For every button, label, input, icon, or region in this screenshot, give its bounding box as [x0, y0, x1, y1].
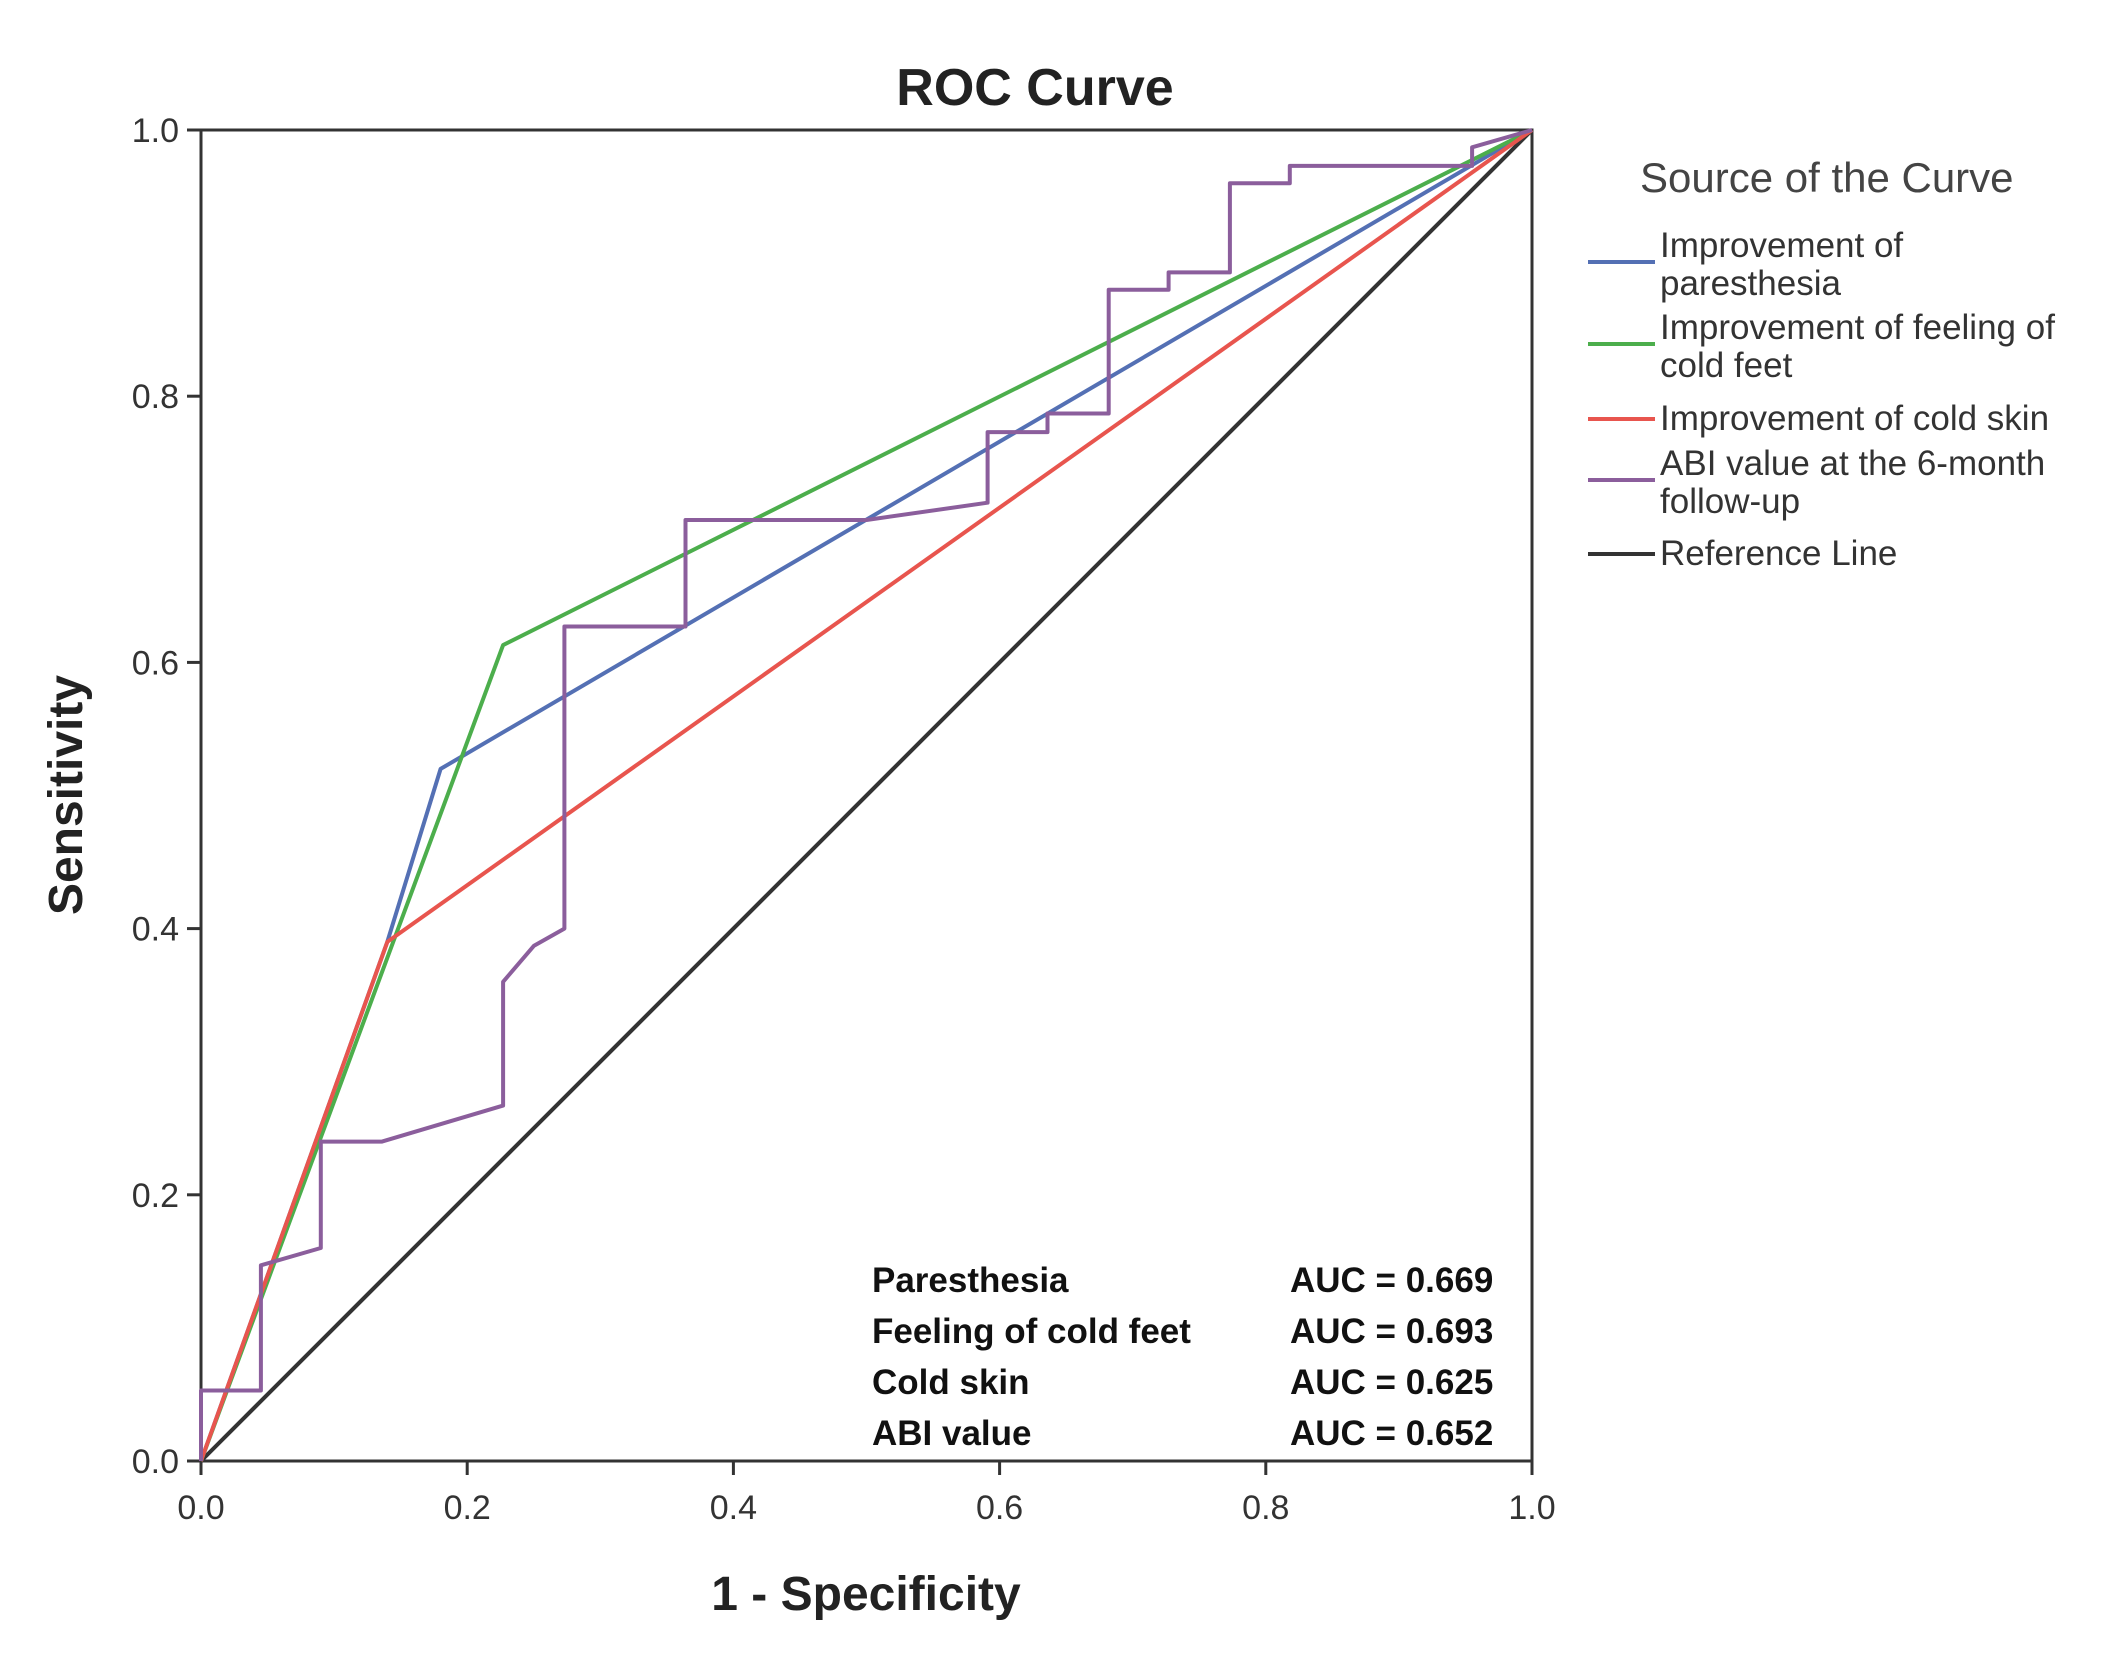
x-tick-label: 0.2 — [444, 1489, 491, 1527]
series-line-improvement-of-cold-skin — [199, 128, 1534, 1462]
legend-label: follow-up — [1660, 482, 1800, 521]
legend-title: Source of the Curve — [1640, 154, 2014, 201]
legend-item: Improvement of cold skin — [1588, 399, 2049, 438]
auc-label: Paresthesia — [872, 1261, 1069, 1300]
legend-label: cold feet — [1660, 346, 1793, 385]
series-line-improvement-of-feeling-of-cold-feet — [199, 128, 1533, 1462]
legend-label: ABI value at the 6-month — [1660, 444, 2045, 483]
auc-value: AUC = 0.669 — [1290, 1261, 1493, 1300]
x-tick-label: 0.8 — [1242, 1489, 1289, 1527]
y-axis-ticks: 0.0 0.2 0.4 0.6 0.8 1.0 — [132, 112, 201, 1481]
y-tick-label: 0.0 — [132, 1443, 179, 1481]
legend-label: Improvement of feeling of — [1660, 308, 2055, 347]
legend: Source of the Curve Improvement ofparest… — [1588, 154, 2055, 573]
auc-value: AUC = 0.693 — [1290, 1312, 1493, 1351]
auc-value: AUC = 0.652 — [1290, 1414, 1493, 1453]
x-tick-label: 0.4 — [710, 1489, 757, 1527]
series-line-abi-value-at-the-6-month-follow-up — [199, 128, 1533, 1461]
x-tick-label: 0.6 — [976, 1489, 1023, 1527]
auc-label: ABI value — [872, 1414, 1032, 1453]
auc-annotations: Paresthesia AUC = 0.669 Feeling of cold fe… — [872, 1261, 1493, 1453]
series-lines — [199, 128, 1534, 1463]
legend-label: Reference Line — [1660, 534, 1897, 573]
y-tick-label: 0.2 — [132, 1177, 179, 1215]
x-axis-label: 1 - Specificity — [711, 1568, 1021, 1621]
y-tick-label: 0.4 — [132, 911, 179, 949]
plot-frame — [199, 128, 1534, 1463]
x-axis-ticks: 0.0 0.2 0.4 0.6 0.8 1.0 — [177, 1461, 1556, 1527]
x-tick-label: 0.0 — [177, 1489, 224, 1527]
chart-title: ROC Curve — [896, 59, 1173, 117]
y-tick-label: 0.6 — [132, 644, 179, 682]
legend-label: paresthesia — [1660, 264, 1841, 303]
auc-value: AUC = 0.625 — [1290, 1363, 1493, 1402]
x-tick-label: 1.0 — [1508, 1489, 1555, 1527]
auc-label: Feeling of cold feet — [872, 1312, 1191, 1351]
y-tick-label: 1.0 — [132, 112, 179, 150]
series-line-reference-line — [199, 128, 1534, 1463]
y-tick-label: 0.8 — [132, 378, 179, 416]
legend-label: Improvement of cold skin — [1660, 399, 2049, 438]
legend-item: Reference Line — [1588, 534, 1897, 573]
y-axis-label: Sensitivity — [40, 675, 93, 915]
auc-label: Cold skin — [872, 1363, 1030, 1402]
legend-label: Improvement of — [1660, 226, 1903, 265]
